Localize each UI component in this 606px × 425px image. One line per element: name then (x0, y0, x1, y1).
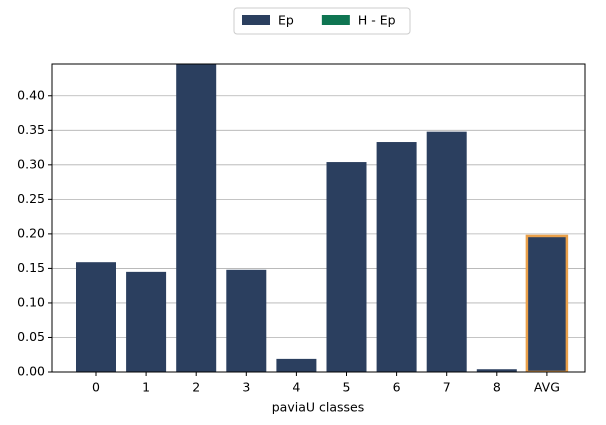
bar (176, 64, 217, 372)
bar (226, 269, 267, 372)
legend-swatch (242, 15, 270, 25)
y-tick-label: 0.35 (17, 122, 45, 137)
legend: Ep H - Ep (233, 7, 411, 35)
legend-label: H - Ep (358, 13, 396, 28)
y-tick-label: 0.05 (17, 329, 45, 344)
y-tick-label: 0.00 (17, 364, 45, 379)
x-tick-label: 6 (393, 380, 401, 395)
y-tick-label: 0.40 (17, 87, 45, 102)
bar (326, 162, 367, 372)
x-axis-label: paviaU classes (272, 400, 364, 415)
x-tick-label: AVG (534, 380, 560, 395)
x-tick-label: 5 (343, 380, 351, 395)
x-tick-label: 4 (292, 380, 300, 395)
x-tick-label: 3 (242, 380, 250, 395)
y-tick-label: 0.10 (17, 294, 45, 309)
bar (276, 358, 317, 372)
legend-label: Ep (278, 13, 294, 28)
x-tick-label: 1 (142, 380, 150, 395)
x-tick-label: 0 (92, 380, 100, 395)
bars (76, 64, 569, 372)
legend-swatch (321, 15, 350, 25)
x-tick-label: 8 (493, 380, 501, 395)
bar (476, 369, 517, 372)
bar (76, 262, 116, 372)
bar (525, 234, 569, 372)
bar (126, 271, 167, 372)
x-tick-label: 7 (443, 380, 451, 395)
x-tick-label: 2 (192, 380, 200, 395)
y-tick-label: 0.30 (17, 156, 45, 171)
bar (426, 131, 467, 372)
y-tick-label: 0.20 (17, 225, 45, 240)
y-tick-label: 0.15 (17, 260, 45, 275)
bar (376, 142, 417, 372)
plot-frame (51, 63, 586, 373)
y-tick-label: 0.25 (17, 191, 45, 206)
